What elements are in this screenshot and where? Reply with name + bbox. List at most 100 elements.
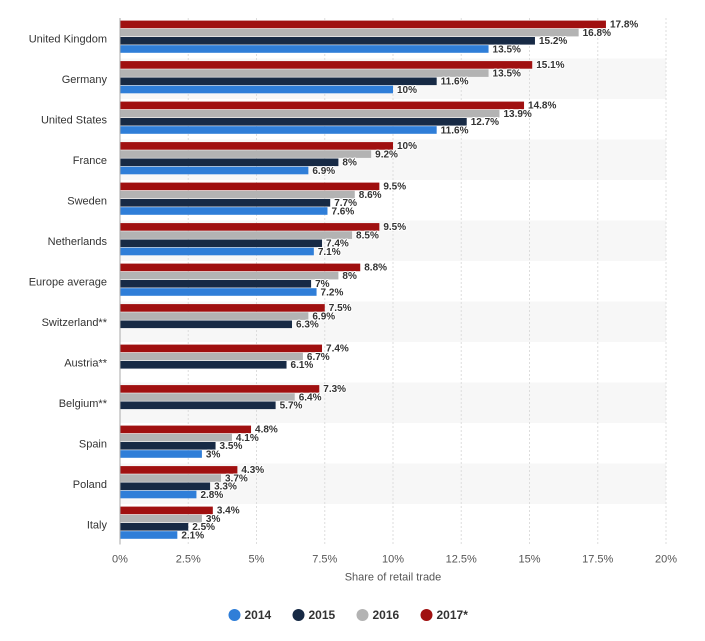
category-label: Germany	[62, 74, 108, 86]
bar-2014-poland[interactable]	[120, 490, 197, 499]
x-tick-label: 12.5%	[446, 554, 477, 566]
legend-label: 2017*	[437, 608, 469, 622]
bar-2015-united-states[interactable]	[120, 118, 467, 126]
data-label: 3.4%	[217, 506, 240, 517]
category-labels: United Kingdom Germany United States France…	[29, 33, 108, 531]
legend-marker	[356, 609, 369, 621]
bar-2016-france[interactable]	[120, 150, 372, 158]
data-label: 7%	[315, 279, 330, 290]
data-label: 13.5%	[493, 44, 521, 55]
bar-2017-belgium[interactable]	[120, 385, 320, 393]
data-label: 15.1%	[536, 60, 564, 71]
bar-2016-united-kingdom[interactable]	[120, 28, 579, 37]
category-label: Netherlands	[48, 236, 108, 248]
bar-2017-europe-average[interactable]	[120, 263, 361, 272]
data-label: 8.8%	[364, 263, 387, 274]
bar-2016-europe-average[interactable]	[120, 271, 339, 280]
bar-2015-sweden[interactable]	[120, 199, 331, 207]
data-label: 7.5%	[329, 303, 352, 314]
legend[interactable]: 2014 2015 2016 2017*	[228, 608, 469, 622]
bar-2015-germany[interactable]	[120, 77, 437, 86]
data-label: 7.2%	[321, 287, 344, 298]
data-label: 12.7%	[471, 117, 499, 128]
bar-2017-spain[interactable]	[120, 425, 252, 434]
bar-2017-united-states[interactable]	[120, 101, 525, 110]
bar-2016-switzerland[interactable]	[120, 312, 309, 320]
data-label: 14.8%	[528, 101, 556, 112]
bar-2015-france[interactable]	[120, 158, 339, 167]
data-label: 13.5%	[493, 68, 521, 79]
bar-2017-austria[interactable]	[120, 344, 323, 353]
bar-2015-belgium[interactable]	[120, 401, 276, 410]
bar-2016-spain[interactable]	[120, 433, 232, 442]
data-label: 13.9%	[503, 109, 531, 120]
legend-item-2014[interactable]: 2014	[228, 608, 272, 622]
data-label: 6.1%	[291, 360, 314, 371]
bar-2014-italy[interactable]	[120, 531, 178, 539]
bar-2015-europe-average[interactable]	[120, 280, 312, 288]
bar-2016-belgium[interactable]	[120, 393, 295, 401]
bar-2016-netherlands[interactable]	[120, 231, 353, 239]
bar-2014-spain[interactable]	[120, 450, 202, 458]
data-label: 2.1%	[181, 530, 204, 541]
data-label: 3.7%	[225, 473, 248, 484]
data-label: 3.5%	[220, 441, 243, 452]
data-label: 4.1%	[236, 433, 259, 444]
bar-2014-united-kingdom[interactable]	[120, 45, 489, 53]
bar-2017-switzerland[interactable]	[120, 304, 325, 312]
category-label: Poland	[73, 479, 107, 491]
bar-2014-europe-average[interactable]	[120, 288, 317, 296]
legend-item-2016[interactable]: 2016	[356, 608, 400, 622]
legend-item-2015[interactable]: 2015	[292, 608, 336, 622]
data-label: 6.4%	[299, 392, 322, 403]
data-label: 15.2%	[539, 36, 567, 47]
category-label: Spain	[79, 438, 107, 450]
data-label: 7.4%	[326, 239, 349, 250]
bar-2015-italy[interactable]	[120, 523, 189, 531]
data-label: 6.9%	[312, 166, 335, 177]
bar-2016-sweden[interactable]	[120, 190, 355, 199]
bar-2015-poland[interactable]	[120, 482, 211, 491]
bar-2016-germany[interactable]	[120, 69, 489, 77]
bar-2016-italy[interactable]	[120, 514, 202, 523]
bar-2017-germany[interactable]	[120, 61, 533, 69]
category-label: Switzerland**	[42, 317, 108, 329]
bar-2017-france[interactable]	[120, 142, 393, 150]
bar-2015-netherlands[interactable]	[120, 239, 323, 248]
legend-label: 2015	[309, 608, 336, 622]
legend-label: 2016	[373, 608, 400, 622]
bar-2014-france[interactable]	[120, 166, 309, 175]
bar-2014-germany[interactable]	[120, 85, 393, 94]
x-tick-labels: 0% 2.5% 5% 7.5% 10% 12.5% 15% 17.5% 20%	[112, 554, 677, 566]
x-tick-label: 5%	[249, 554, 265, 566]
legend-item-2017[interactable]: 2017*	[420, 608, 469, 622]
data-label: 10%	[397, 85, 417, 96]
bar-2017-italy[interactable]	[120, 506, 213, 515]
bar-2017-sweden[interactable]	[120, 182, 380, 191]
bar-2014-sweden[interactable]	[120, 207, 328, 215]
bar-2017-poland[interactable]	[120, 466, 238, 474]
bar-2016-austria[interactable]	[120, 352, 303, 361]
bar-2016-united-states[interactable]	[120, 109, 500, 118]
data-label: 3%	[206, 449, 221, 460]
x-tick-label: 0%	[112, 554, 128, 566]
bar-2017-netherlands[interactable]	[120, 223, 380, 231]
category-label: United Kingdom	[29, 33, 107, 45]
data-label: 9.5%	[383, 182, 406, 193]
data-labels: 17.8%16.8% 15.2% 13.5% 15.1% 13.5% 11.6% 10% 14…	[180, 19, 639, 543]
bar-2017-united-kingdom[interactable]	[120, 20, 606, 29]
bar-2015-austria[interactable]	[120, 361, 287, 369]
bar-2014-united-states[interactable]	[120, 126, 437, 134]
bar-2015-switzerland[interactable]	[120, 320, 292, 329]
data-label: 11.6%	[441, 77, 469, 88]
bar-2015-united-kingdom[interactable]	[120, 37, 535, 45]
x-tick-label: 17.5%	[582, 554, 613, 566]
legend-marker	[420, 609, 433, 621]
x-tick-label: 20%	[655, 554, 677, 566]
data-label: 8.6%	[359, 190, 382, 201]
data-label: 6.9%	[312, 311, 335, 322]
bar-2014-netherlands[interactable]	[120, 247, 314, 256]
bar-2016-poland[interactable]	[120, 474, 222, 482]
bar-2015-spain[interactable]	[120, 442, 216, 450]
